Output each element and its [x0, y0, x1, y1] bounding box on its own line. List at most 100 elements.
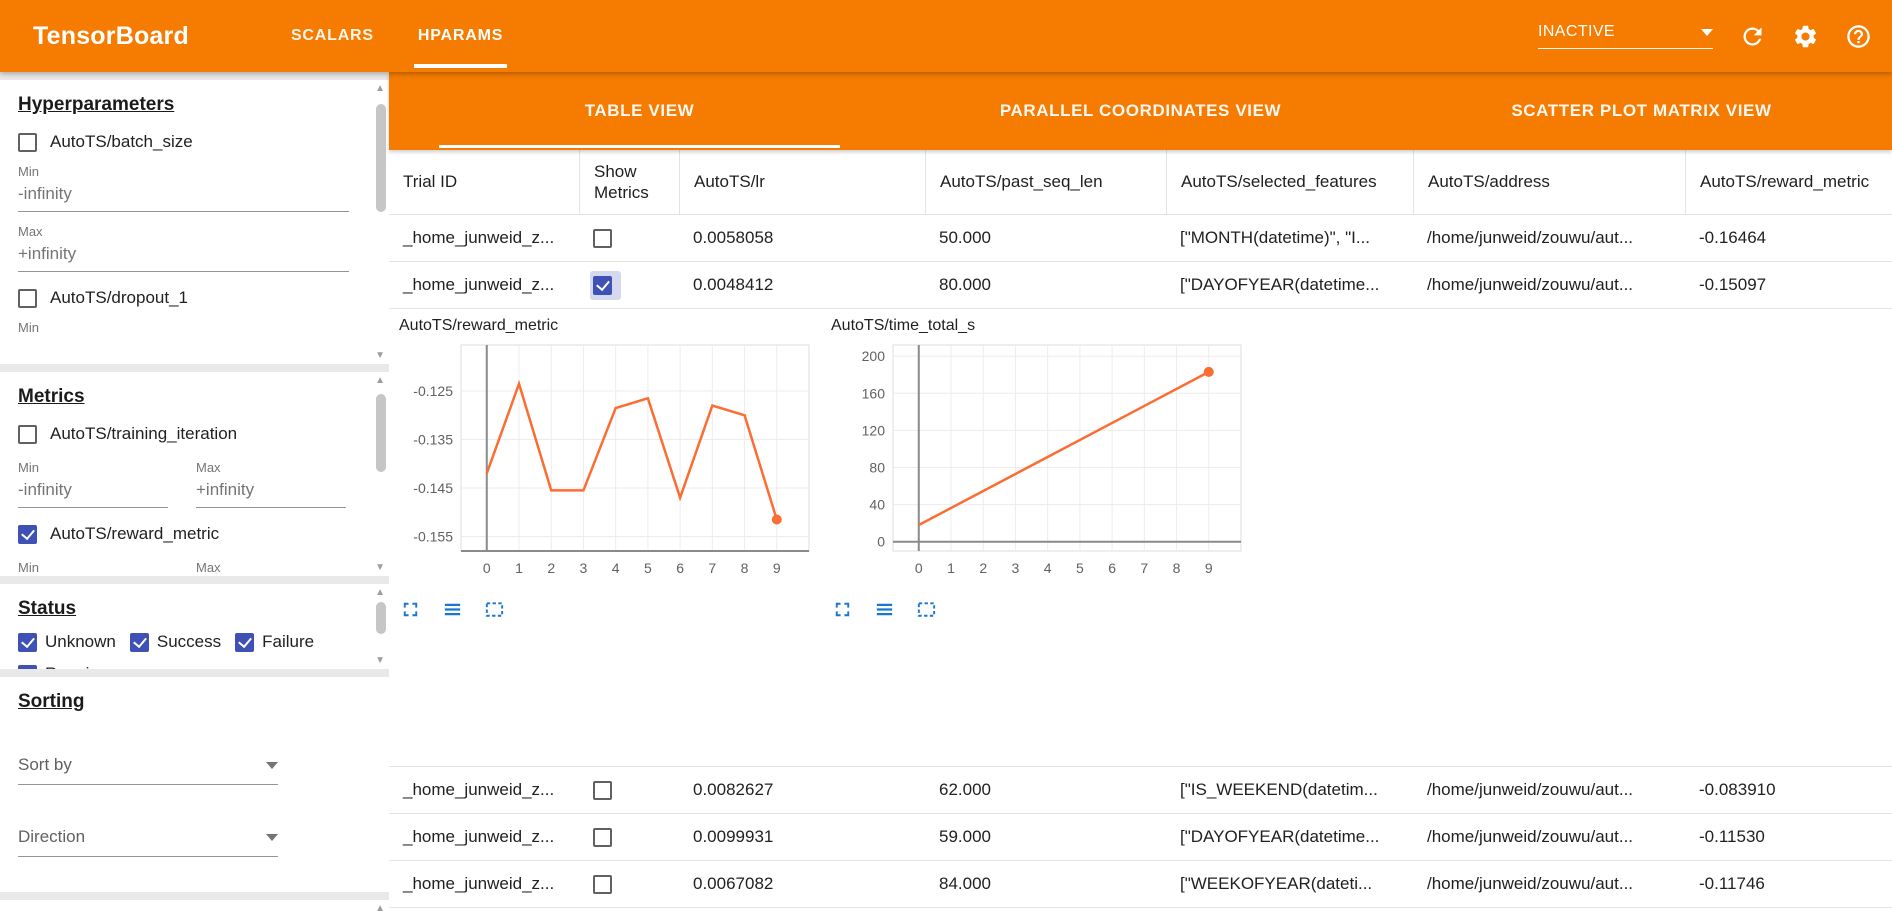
show-metrics-checkbox[interactable] [593, 228, 612, 248]
max-input[interactable]: +infinity [18, 239, 349, 272]
paging-panel: Paging ▲ [0, 900, 389, 911]
scroll-down-icon[interactable]: ▼ [375, 655, 385, 666]
hparam-batch-size-row[interactable]: AutoTS/batch_size [18, 132, 349, 152]
status-success-checkbox[interactable]: Success [129, 632, 221, 652]
tab-parallel-coordinates-view[interactable]: PARALLEL COORDINATES VIEW [999, 101, 1282, 120]
trial-row: _home_junweid_z... 0.0048412 80.000 ["DA… [389, 262, 1892, 309]
scroll-down-icon[interactable]: ▼ [375, 350, 385, 361]
fit-domain-icon[interactable] [915, 598, 938, 621]
svg-text:80: 80 [869, 459, 885, 475]
status-unknown-checkbox[interactable]: Unknown [18, 632, 116, 652]
cell-show-metrics [579, 262, 679, 308]
max-label: Max [18, 224, 43, 239]
training-iteration-minmax: Min -infinity Max +infinity [18, 448, 349, 508]
checkbox-icon[interactable] [18, 132, 37, 152]
checkbox-icon[interactable] [18, 288, 37, 308]
checkbox-icon[interactable] [235, 632, 255, 652]
tab-scalars[interactable]: SCALARS [290, 27, 374, 44]
metric-label: AutoTS/training_iteration [50, 424, 238, 443]
cell-show-metrics [579, 814, 679, 860]
run-status-dropdown[interactable]: INACTIVE [1538, 23, 1713, 49]
svg-text:4: 4 [1044, 560, 1052, 576]
svg-text:8: 8 [741, 560, 749, 576]
checkbox-icon[interactable] [18, 424, 37, 444]
fit-domain-icon[interactable] [483, 598, 506, 621]
cell-show-metrics [579, 767, 679, 813]
metric-charts-row: AutoTS/reward_metric 0 1 2 3 4 5 6 7 8 9 -0.125 -0.… [389, 309, 1892, 629]
max-input[interactable]: +infinity [196, 475, 346, 508]
status-failure-checkbox[interactable]: Failure [235, 632, 314, 652]
hparam-label: AutoTS/batch_size [50, 132, 193, 151]
metric-training-iteration-row[interactable]: AutoTS/training_iteration [18, 424, 349, 444]
trial-row: _home_junweid_z... 0.0067082 84.000 ["WE… [389, 861, 1892, 908]
col-selected-features[interactable]: AutoTS/selected_features [1166, 150, 1413, 214]
show-metrics-checkbox[interactable] [593, 275, 612, 295]
show-metrics-checkbox[interactable] [593, 827, 612, 847]
scroll-up-icon[interactable]: ▲ [375, 83, 385, 94]
refresh-icon[interactable] [1739, 23, 1766, 50]
settings-gear-icon[interactable] [1792, 23, 1819, 50]
svg-text:7: 7 [708, 560, 716, 576]
svg-text:120: 120 [862, 422, 886, 438]
checkbox-icon[interactable] [18, 524, 37, 544]
tab-hparams[interactable]: HPARAMS [396, 0, 525, 72]
scrollbar-thumb[interactable] [376, 394, 386, 472]
col-past-seq-len[interactable]: AutoTS/past_seq_len [925, 150, 1166, 214]
max-label: Max [196, 460, 221, 475]
scrollbar-thumb[interactable] [376, 602, 386, 634]
show-metrics-checkbox[interactable] [593, 874, 612, 894]
cell-lr: 0.0058058 [693, 228, 774, 247]
svg-text:9: 9 [773, 560, 781, 576]
batch-size-min-field: Min -infinity [18, 164, 349, 212]
show-metrics-checkbox[interactable] [593, 780, 612, 800]
col-lr[interactable]: AutoTS/lr [679, 150, 925, 214]
min-input[interactable]: -infinity [18, 475, 168, 508]
checkbox-icon[interactable] [18, 664, 37, 669]
cell-past-seq-len: 50.000 [939, 228, 991, 247]
checkbox-icon[interactable] [18, 632, 37, 652]
status-running-checkbox[interactable]: Running [18, 664, 108, 669]
view-data-list-icon[interactable] [873, 598, 896, 621]
cell-address: /home/junweid/zouwu/aut... [1427, 780, 1634, 799]
scrollbar-thumb[interactable] [376, 104, 386, 212]
cell-reward-metric: -0.16464 [1699, 228, 1767, 247]
status-label: Unknown [45, 632, 116, 651]
cell-trial-id: _home_junweid_z... [403, 827, 555, 846]
scroll-up-icon[interactable]: ▲ [375, 587, 385, 598]
help-icon[interactable] [1845, 23, 1872, 50]
col-trial-id[interactable]: Trial ID [403, 172, 458, 192]
tab-scatter-plot-matrix-view[interactable]: SCATTER PLOT MATRIX VIEW [1511, 101, 1772, 120]
cell-past-seq-len: 62.000 [939, 780, 991, 799]
svg-text:1: 1 [515, 560, 523, 576]
status-panel: Status Unknown Success Failure [0, 584, 389, 669]
col-show-metrics[interactable]: Show Metrics [579, 150, 679, 214]
scroll-up-icon[interactable]: ▲ [375, 375, 385, 386]
scroll-down-icon[interactable]: ▼ [375, 562, 385, 573]
time-total-line-chart[interactable]: 0 1 2 3 4 5 6 7 8 9 0 40 80 120 160 200 [829, 337, 1249, 587]
svg-text:0: 0 [877, 534, 885, 550]
sidebar: Hyperparameters AutoTS/batch_size Min -i… [0, 72, 389, 911]
col-reward-metric[interactable]: AutoTS/reward_metric [1685, 150, 1892, 214]
status-filter-row: Unknown Success Failure Running [18, 632, 349, 669]
min-label: Min [18, 560, 39, 575]
direction-select[interactable]: Direction [18, 821, 278, 857]
scroll-up-icon[interactable]: ▲ [375, 903, 385, 911]
cell-past-seq-len: 80.000 [939, 275, 991, 294]
min-label: Min [18, 164, 39, 179]
topbar: TensorBoard SCALARS HPARAMS INACTIVE [0, 0, 1892, 72]
metric-reward-metric-row[interactable]: AutoTS/reward_metric [18, 524, 349, 544]
min-input[interactable]: -infinity [18, 179, 349, 212]
chart-toolbar [831, 598, 1261, 621]
reward-metric-line-chart[interactable]: 0 1 2 3 4 5 6 7 8 9 -0.125 -0.135 -0.145 -0.155 [397, 337, 817, 587]
view-data-list-icon[interactable] [441, 598, 464, 621]
cell-address: /home/junweid/zouwu/aut... [1427, 228, 1634, 247]
hparam-dropout-row[interactable]: AutoTS/dropout_1 [18, 288, 349, 308]
sort-by-select[interactable]: Sort by [18, 749, 278, 785]
checkbox-icon[interactable] [129, 632, 149, 652]
col-address[interactable]: AutoTS/address [1413, 150, 1685, 214]
status-label: Failure [262, 632, 315, 651]
expand-chart-icon[interactable] [831, 598, 854, 621]
cell-reward-metric: -0.083910 [1699, 780, 1776, 799]
expand-chart-icon[interactable] [399, 598, 422, 621]
tab-table-view[interactable]: TABLE VIEW [389, 72, 890, 150]
